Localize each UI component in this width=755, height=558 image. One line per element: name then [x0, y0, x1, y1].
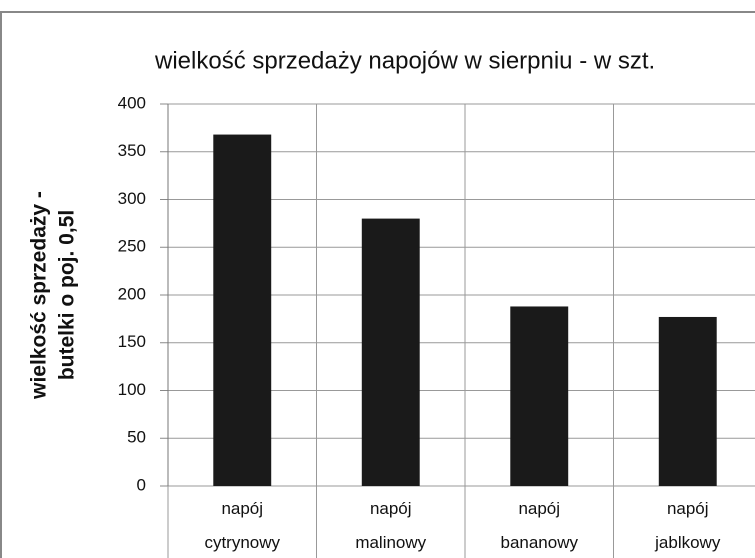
y-tick-label: 400	[118, 93, 146, 112]
chart-border	[0, 11, 755, 558]
x-tick-label: napój bananowy	[500, 499, 578, 552]
y-axis-label-line: butelki o poj. 0,5l	[56, 210, 79, 380]
chart-title: wielkość sprzedaży napojów w sierpniu - …	[154, 47, 655, 74]
y-axis-label: wielkość sprzedaży - butelki o poj. 0,5l	[28, 191, 79, 400]
y-tick-label: 200	[118, 284, 146, 303]
y-tick-label: 50	[127, 428, 146, 447]
y-tick-label: 250	[118, 237, 146, 256]
bar	[361, 218, 420, 486]
x-tick-label: napój malinowy	[355, 499, 426, 552]
x-tick-label: napój cytrynowy	[204, 499, 280, 552]
bar	[658, 316, 717, 486]
x-tick-label: napój jablkowy	[654, 499, 721, 552]
y-axis-label-line: wielkość sprzedaży -	[28, 191, 51, 400]
y-tick-label: 0	[137, 475, 146, 494]
y-tick-label: 150	[118, 332, 146, 351]
bar	[213, 134, 272, 486]
y-tick-label: 100	[118, 380, 146, 399]
bar	[510, 306, 569, 486]
y-tick-label: 300	[118, 189, 146, 208]
y-tick-label: 350	[118, 141, 146, 160]
